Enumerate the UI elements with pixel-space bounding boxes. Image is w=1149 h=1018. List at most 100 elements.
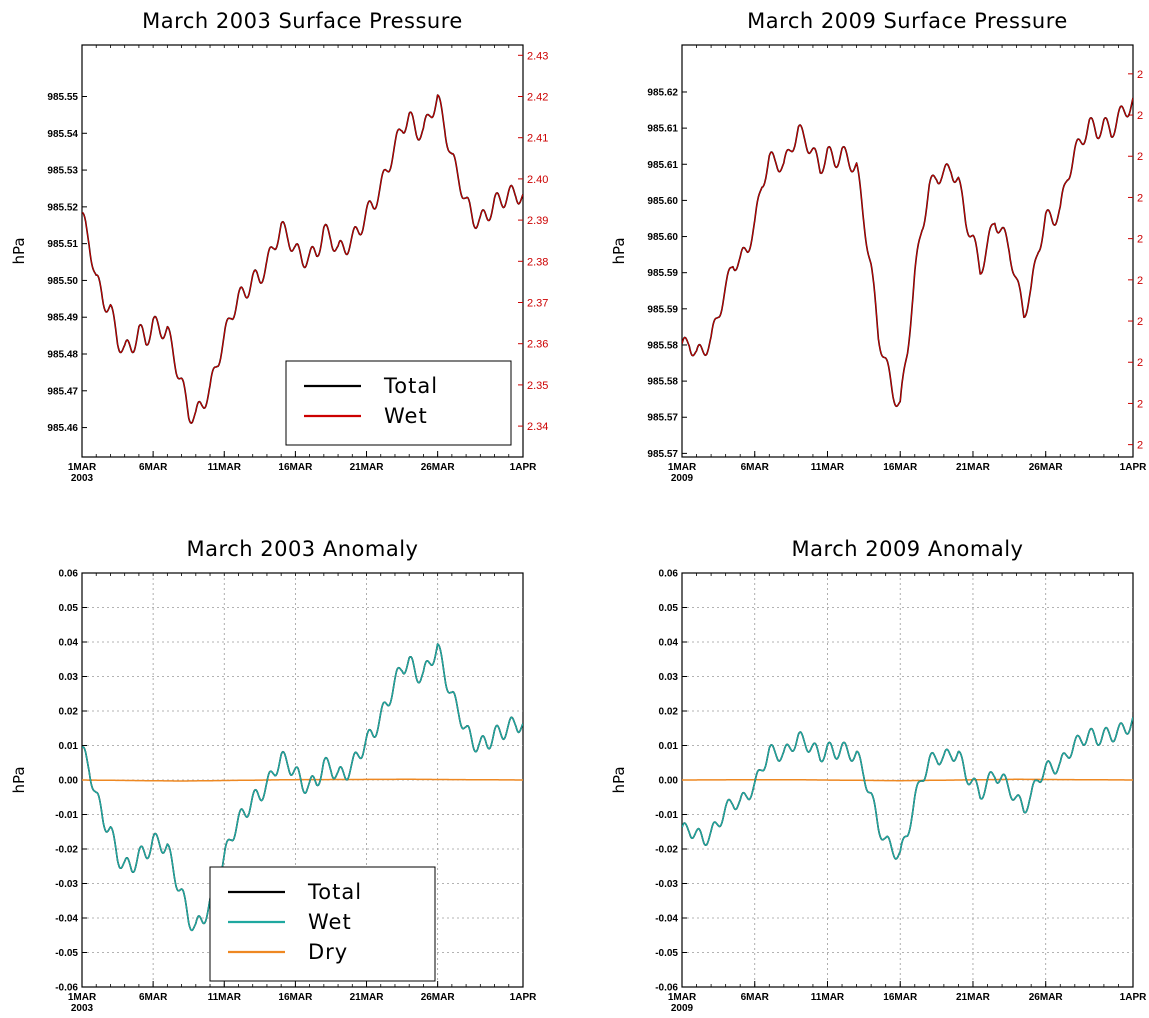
x-tick-label: 1APR: [510, 992, 537, 1003]
y-axis-label: hPa: [610, 766, 628, 793]
y-tick-label: -0.04: [655, 914, 678, 925]
legend-label: Wet: [308, 910, 352, 934]
y-tick-label: -0.01: [55, 810, 78, 821]
y-tick-label: 0.03: [659, 672, 679, 683]
y-tick-label: -0.03: [655, 879, 678, 890]
y-tick-label: 985.49: [47, 313, 78, 324]
y2-tick-label: 2: [1137, 275, 1143, 287]
y-tick-label: -0.05: [655, 948, 678, 959]
y2-tick-label: 2.36: [527, 339, 548, 351]
legend-box: [209, 866, 436, 982]
y-tick-label: -0.04: [55, 914, 78, 925]
x-tick-label: 16MAR: [278, 992, 313, 1003]
y-tick-label: 0.03: [59, 672, 79, 683]
y-tick-label: 0.06: [59, 569, 79, 580]
x-tick-label: 1MAR: [668, 462, 697, 473]
x-tick-label: 11MAR: [811, 462, 845, 473]
x-tick-label: 1APR: [1120, 462, 1147, 473]
chart-title: March 2009 Anomaly: [792, 537, 1024, 561]
y2-tick-label: 2: [1137, 69, 1143, 81]
x-tick-label: 21MAR: [956, 992, 991, 1003]
chart-title: March 2003 Anomaly: [187, 537, 419, 561]
y2-tick-label: 2: [1137, 357, 1143, 369]
x-tick-label: 6MAR: [139, 992, 168, 1003]
series-line-wet: [82, 94, 523, 424]
y2-tick-label: 2.38: [527, 256, 548, 268]
y-tick-label: 0.00: [659, 776, 679, 787]
y2-tick-label: 2: [1137, 398, 1143, 410]
x-tick-label: 26MAR: [1029, 462, 1064, 473]
y2-tick-label: 2.35: [527, 380, 548, 392]
x-tick-label: 21MAR: [956, 462, 991, 473]
y-tick-label: -0.06: [55, 983, 78, 994]
x-tick-label: 1MAR: [68, 462, 97, 473]
y2-tick-label: 2.43: [527, 50, 548, 62]
x-tick-label: 6MAR: [139, 462, 168, 473]
x-tick-label: 16MAR: [883, 992, 918, 1003]
y2-tick-label: 2.42: [527, 92, 548, 104]
series-line-dry: [682, 778, 1133, 782]
y-tick-label: 985.51: [47, 239, 78, 250]
y-tick-label: -0.06: [655, 983, 678, 994]
y2-tick-label: 2: [1137, 151, 1143, 163]
y-tick-label: -0.03: [55, 879, 78, 890]
y2-tick-label: 2: [1137, 440, 1143, 452]
y-tick-label: -0.02: [55, 845, 78, 856]
y-tick-label: 985.57: [647, 413, 678, 424]
y-tick-label: 0.02: [659, 707, 679, 718]
y-tick-label: 985.62: [647, 87, 678, 98]
x-tick-label: 26MAR: [421, 462, 456, 473]
x-tick-year: 2009: [671, 473, 694, 484]
y-tick-label: 985.50: [47, 276, 78, 287]
x-tick-label: 26MAR: [1029, 992, 1064, 1003]
x-tick-label: 6MAR: [741, 462, 770, 473]
x-tick-label: 11MAR: [811, 992, 845, 1003]
y-tick-label: 985.58: [647, 377, 678, 388]
y-axis-label: hPa: [10, 237, 28, 264]
series-line-dry: [82, 778, 523, 782]
y2-tick-label: 2.37: [527, 298, 548, 310]
y-tick-label: 985.60: [647, 196, 678, 207]
y-tick-label: 0.01: [59, 741, 79, 752]
series-line-wet: [682, 97, 1133, 407]
y-tick-label: 985.54: [47, 129, 78, 140]
x-tick-label: 11MAR: [208, 992, 242, 1003]
y-tick-label: -0.01: [655, 810, 678, 821]
y-tick-label: 0.05: [659, 603, 679, 614]
y-tick-label: 0.05: [59, 603, 79, 614]
x-tick-label: 16MAR: [883, 462, 918, 473]
legend-label: Total: [307, 880, 362, 904]
x-tick-label: 11MAR: [208, 462, 242, 473]
y2-tick-label: 2.40: [527, 174, 548, 186]
y2-tick-label: 2: [1137, 110, 1143, 122]
x-tick-label: 6MAR: [741, 992, 770, 1003]
y2-tick-label: 2.41: [527, 133, 548, 145]
x-tick-label: 21MAR: [350, 462, 385, 473]
y-tick-label: 985.47: [47, 386, 78, 397]
y-tick-label: 985.58: [647, 340, 678, 351]
y-tick-label: 985.57: [647, 449, 678, 460]
y-tick-label: 985.60: [647, 232, 678, 243]
x-tick-label: 26MAR: [421, 992, 456, 1003]
x-tick-label: 16MAR: [278, 462, 313, 473]
y-tick-label: 985.52: [47, 202, 78, 213]
y-axis-label: hPa: [10, 766, 28, 793]
x-tick-label: 1MAR: [668, 992, 697, 1003]
chart-title: March 2003 Surface Pressure: [142, 9, 463, 33]
y-tick-label: 985.48: [47, 350, 78, 361]
legend-label: Total: [383, 374, 438, 398]
y2-tick-label: 2: [1137, 192, 1143, 204]
y-axis-label: hPa: [610, 237, 628, 264]
legend-label: Wet: [384, 404, 428, 428]
y2-tick-label: 2.39: [527, 215, 548, 227]
y-tick-label: 0.02: [59, 707, 79, 718]
y-tick-label: 985.61: [647, 124, 678, 135]
y-tick-label: 0.01: [659, 741, 679, 752]
y-tick-label: 985.59: [647, 304, 678, 315]
y-tick-label: 985.55: [47, 92, 78, 103]
legend-label: Dry: [308, 940, 348, 964]
